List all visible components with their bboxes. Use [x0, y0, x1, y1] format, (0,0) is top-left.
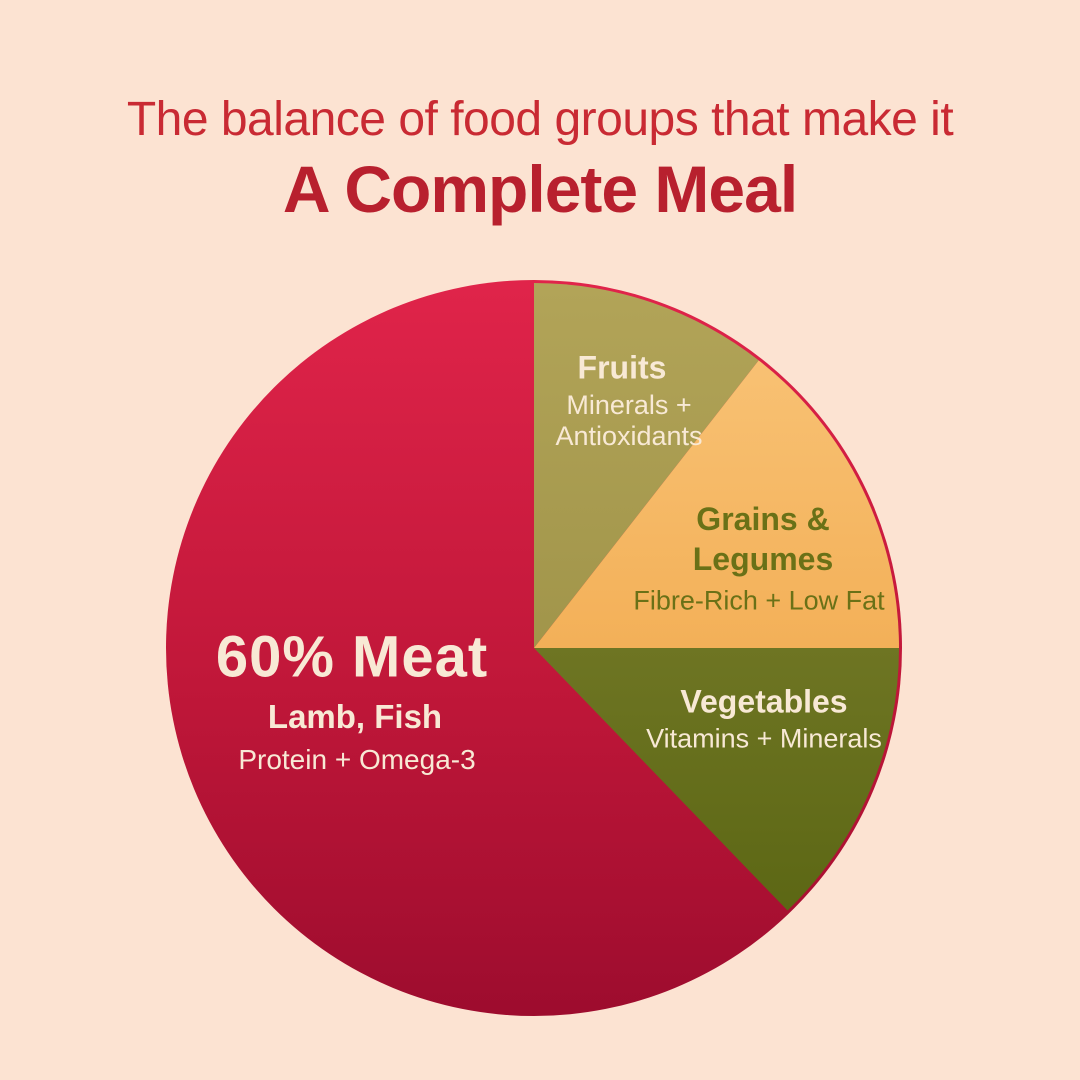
- vegetables-nutrients-label: Vitamins + Minerals: [646, 723, 882, 754]
- title-line2: A Complete Meal: [282, 152, 798, 226]
- grains-slice-label: Grains & Legumes: [693, 499, 833, 579]
- title-line1: The balance of food groups that make it: [126, 93, 954, 146]
- pie-slice-vegetables: [534, 648, 899, 911]
- grains-label-line1: Grains &: [696, 501, 830, 537]
- fruits-slice-label: Fruits: [577, 349, 667, 386]
- fruits-nutrients-label: Minerals + Antioxidants: [555, 390, 702, 452]
- fruits-nutrients-line2: Antioxidants: [555, 421, 703, 451]
- grains-nutrients-label: Fibre-Rich + Low Fat: [633, 585, 885, 616]
- pie-slice-grains-legumes: [534, 360, 899, 648]
- grains-label-line2: Legumes: [692, 541, 834, 577]
- vegetables-slice-label: Vegetables: [680, 683, 848, 720]
- meat-slice-label: 60% Meat: [215, 624, 489, 690]
- meat-foods-label: Lamb, Fish: [267, 698, 443, 735]
- fruits-nutrients-line1: Minerals +: [566, 390, 692, 420]
- pie-slice-fruits: [534, 283, 759, 648]
- meat-nutrients-label: Protein + Omega-3: [238, 744, 476, 775]
